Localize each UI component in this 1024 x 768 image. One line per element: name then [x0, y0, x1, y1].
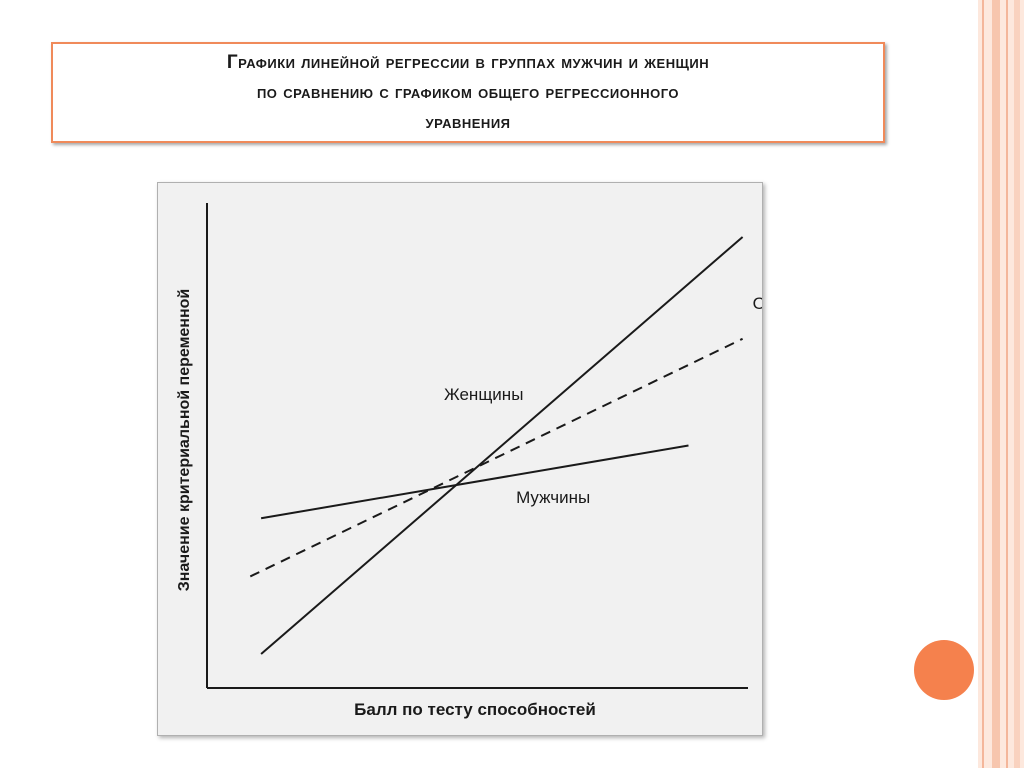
series-line-1: [249, 337, 744, 578]
series-line-0: [260, 236, 744, 655]
slide-title-box: Графики линейной регрессии в группах муж…: [51, 42, 885, 143]
series-line-2: [260, 444, 689, 520]
series-label-2: Мужчины: [516, 488, 590, 507]
title-line-1: Графики линейной регрессии в группах муж…: [226, 51, 710, 73]
series-group: Женщины Общий Мужчины: [249, 236, 762, 655]
title-line-3: уравнения: [425, 111, 511, 133]
x-axis-label: Балл по тесту способностей: [354, 700, 596, 719]
series-label-1: Общий: [753, 294, 762, 313]
title-line-2: по сравнению с графиком общего регрессио…: [256, 81, 680, 103]
chart-image-frame: Женщины Общий Мужчины: [157, 182, 763, 736]
regression-chart: Женщины Общий Мужчины: [206, 203, 762, 689]
slide-title: Графики линейной регрессии в группах муж…: [227, 48, 709, 138]
decorative-circle: [914, 640, 974, 700]
decorative-side-stripes: [978, 0, 1024, 768]
y-axis-label: Значение критериальной переменной: [176, 288, 193, 592]
series-label-0: Женщины: [444, 385, 523, 404]
